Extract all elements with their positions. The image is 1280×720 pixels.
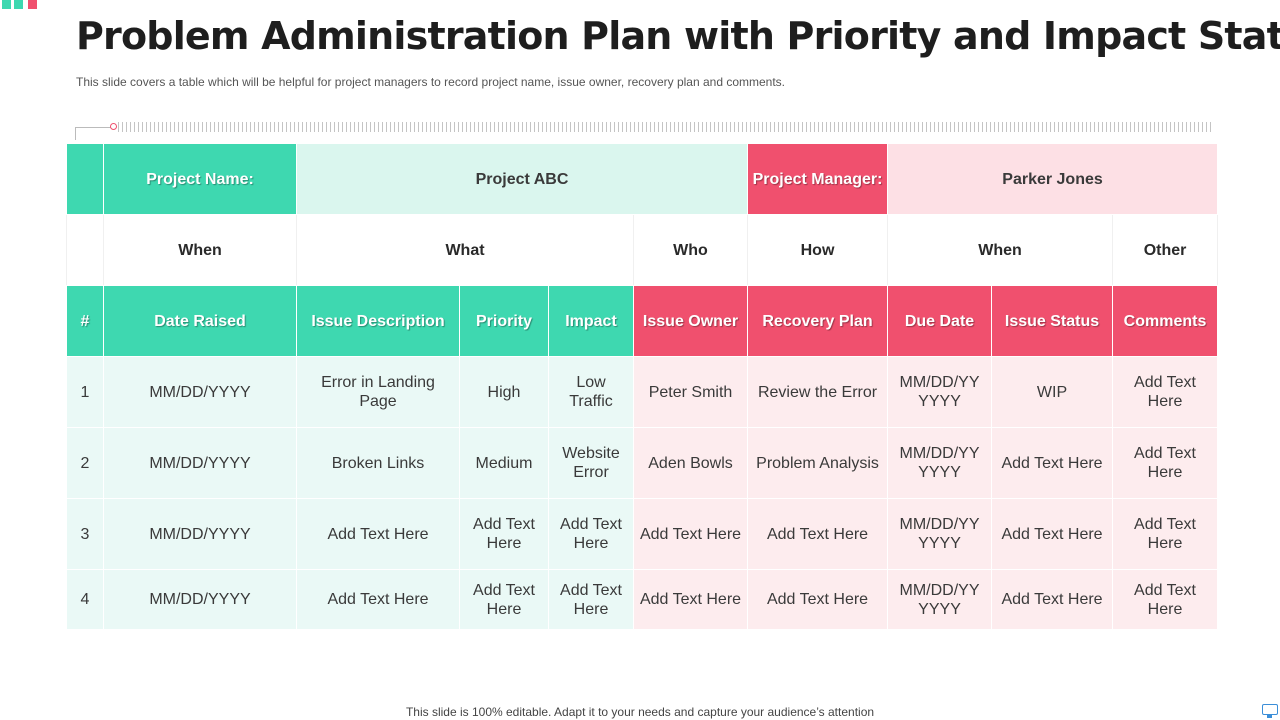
cell-due-date: MM/DD/YY YYYY bbox=[887, 356, 993, 428]
cell-issue-description: Add Text Here bbox=[296, 498, 460, 570]
col-header-due-date: Due Date bbox=[887, 285, 993, 357]
cell-comments: Add Text Here bbox=[1112, 427, 1219, 499]
project-info-row: Project Name: Project ABC Project Manage… bbox=[66, 143, 1219, 215]
group-who: Who bbox=[632, 214, 749, 286]
cell-impact: Add Text Here bbox=[548, 498, 634, 570]
project-name-value: Project ABC bbox=[295, 143, 749, 215]
ruler-dot bbox=[110, 123, 117, 130]
table-row: 1 MM/DD/YYYY Error in Landing Page High … bbox=[66, 356, 1219, 428]
group-row: When What Who How When Other bbox=[66, 214, 1219, 286]
table-row: 3 MM/DD/YYYY Add Text Here Add Text Here… bbox=[66, 498, 1219, 570]
cell-issue-status: WIP bbox=[991, 356, 1114, 428]
group-how: How bbox=[747, 214, 889, 286]
cell-issue-description: Add Text Here bbox=[296, 569, 460, 630]
cell-comments: Add Text Here bbox=[1112, 498, 1219, 570]
cell-date-raised: MM/DD/YYYY bbox=[103, 569, 297, 630]
cell-issue-status: Add Text Here bbox=[991, 569, 1114, 630]
project-name-label: Project Name: bbox=[103, 143, 297, 215]
page-subtitle: This slide covers a table which will be … bbox=[76, 75, 786, 89]
col-header-issue-description: Issue Description bbox=[296, 285, 460, 357]
cell-issue-owner: Add Text Here bbox=[632, 569, 749, 630]
corner-square-teal bbox=[2, 0, 11, 9]
cell-recovery-plan: Add Text Here bbox=[747, 498, 889, 570]
cell-number: 4 bbox=[66, 569, 104, 630]
cell-number: 2 bbox=[66, 427, 104, 499]
col-header-issue-owner: Issue Owner bbox=[632, 285, 749, 357]
cell-number: 1 bbox=[66, 356, 104, 428]
project-manager-value: Parker Jones bbox=[887, 143, 1219, 215]
cell-due-date: MM/DD/YY YYYY bbox=[887, 498, 993, 570]
cell-issue-status: Add Text Here bbox=[991, 498, 1114, 570]
group-spacer bbox=[66, 214, 104, 286]
cell-recovery-plan: Review the Error bbox=[747, 356, 889, 428]
cell-impact: Add Text Here bbox=[548, 569, 634, 630]
col-header-recovery-plan: Recovery Plan bbox=[747, 285, 889, 357]
col-header-date-raised: Date Raised bbox=[103, 285, 297, 357]
col-header-priority: Priority bbox=[459, 285, 549, 357]
page-title: Problem Administration Plan with Priorit… bbox=[76, 14, 1280, 58]
cell-issue-description: Error in Landing Page bbox=[296, 356, 460, 428]
cell-priority: Add Text Here bbox=[459, 498, 549, 570]
cell-issue-owner: Aden Bowls bbox=[632, 427, 749, 499]
problem-plan-table: Project Name: Project ABC Project Manage… bbox=[66, 143, 1219, 630]
cell-impact: Website Error bbox=[548, 427, 634, 499]
cell-date-raised: MM/DD/YYYY bbox=[103, 498, 297, 570]
cell-priority: Add Text Here bbox=[459, 569, 549, 630]
project-manager-label: Project Manager: bbox=[747, 143, 889, 215]
col-header-impact: Impact bbox=[548, 285, 634, 357]
col-header-issue-status: Issue Status bbox=[991, 285, 1114, 357]
cell-issue-status: Add Text Here bbox=[991, 427, 1114, 499]
col-header-comments: Comments bbox=[1112, 285, 1219, 357]
cell-priority: Medium bbox=[459, 427, 549, 499]
cell-impact: Low Traffic bbox=[548, 356, 634, 428]
cell-comments: Add Text Here bbox=[1112, 356, 1219, 428]
cell-recovery-plan: Add Text Here bbox=[747, 569, 889, 630]
monitor-icon[interactable] bbox=[1262, 704, 1278, 718]
group-what: What bbox=[296, 214, 634, 286]
column-header-row: # Date Raised Issue Description Priority… bbox=[66, 285, 1219, 357]
cell-issue-description: Broken Links bbox=[296, 427, 460, 499]
table-row: 4 MM/DD/YYYY Add Text Here Add Text Here… bbox=[66, 569, 1219, 630]
cell-due-date: MM/DD/YY YYYY bbox=[887, 427, 993, 499]
cell-priority: High bbox=[459, 356, 549, 428]
project-info-spacer bbox=[66, 143, 104, 215]
cell-recovery-plan: Problem Analysis bbox=[747, 427, 889, 499]
cell-date-raised: MM/DD/YYYY bbox=[103, 356, 297, 428]
cell-due-date: MM/DD/YY YYYY bbox=[887, 569, 993, 630]
cell-date-raised: MM/DD/YYYY bbox=[103, 427, 297, 499]
cell-number: 3 bbox=[66, 498, 104, 570]
group-when-due: When bbox=[887, 214, 1114, 286]
cell-issue-owner: Peter Smith bbox=[632, 356, 749, 428]
corner-square-teal-2 bbox=[14, 0, 23, 9]
footer-note: This slide is 100% editable. Adapt it to… bbox=[405, 705, 875, 719]
col-header-number: # bbox=[66, 285, 104, 357]
ruler-bracket bbox=[75, 127, 114, 140]
cell-issue-owner: Add Text Here bbox=[632, 498, 749, 570]
cell-comments: Add Text Here bbox=[1112, 569, 1219, 630]
group-when: When bbox=[103, 214, 297, 286]
group-other: Other bbox=[1112, 214, 1219, 286]
corner-square-red bbox=[28, 0, 37, 9]
ruler-ticks bbox=[118, 122, 1214, 132]
table-row: 2 MM/DD/YYYY Broken Links Medium Website… bbox=[66, 427, 1219, 499]
